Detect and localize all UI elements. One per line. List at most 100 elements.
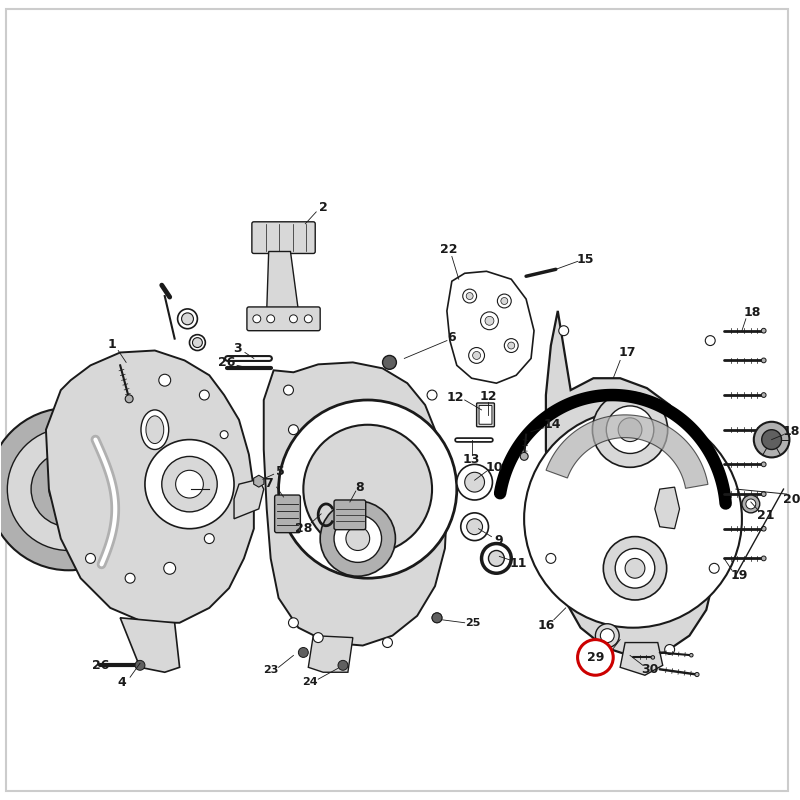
Circle shape	[320, 501, 395, 576]
Circle shape	[462, 289, 477, 303]
Circle shape	[762, 427, 766, 432]
Circle shape	[266, 315, 274, 322]
Circle shape	[199, 390, 210, 400]
Circle shape	[742, 495, 760, 513]
Circle shape	[303, 425, 432, 554]
Polygon shape	[234, 479, 264, 519]
Circle shape	[162, 457, 218, 512]
Circle shape	[135, 660, 145, 670]
Circle shape	[520, 452, 528, 460]
Text: 11: 11	[510, 557, 527, 570]
Circle shape	[59, 479, 78, 499]
Text: 24: 24	[302, 677, 318, 687]
Text: 12: 12	[447, 390, 465, 403]
Text: 29: 29	[586, 651, 604, 664]
Text: 18: 18	[743, 306, 761, 319]
Circle shape	[546, 554, 556, 563]
Polygon shape	[546, 415, 708, 488]
Text: 15: 15	[577, 253, 594, 266]
Circle shape	[145, 440, 234, 529]
Circle shape	[746, 499, 756, 509]
Circle shape	[289, 618, 298, 628]
Circle shape	[461, 513, 489, 541]
Circle shape	[606, 406, 654, 454]
Circle shape	[524, 410, 742, 628]
Text: 16: 16	[538, 619, 554, 632]
Circle shape	[278, 400, 457, 578]
Text: 12: 12	[480, 390, 498, 402]
FancyBboxPatch shape	[334, 500, 366, 530]
Circle shape	[466, 519, 482, 534]
FancyBboxPatch shape	[247, 307, 320, 330]
FancyBboxPatch shape	[477, 403, 494, 426]
Circle shape	[176, 470, 203, 498]
Text: 4: 4	[118, 676, 126, 689]
Circle shape	[125, 574, 135, 583]
Circle shape	[762, 393, 766, 398]
Circle shape	[762, 492, 766, 497]
Polygon shape	[546, 311, 714, 658]
Circle shape	[501, 298, 508, 305]
Circle shape	[432, 613, 442, 622]
Polygon shape	[620, 642, 662, 675]
Circle shape	[382, 638, 393, 647]
Circle shape	[0, 408, 150, 570]
Circle shape	[498, 294, 511, 308]
FancyBboxPatch shape	[274, 495, 300, 533]
Polygon shape	[46, 350, 254, 622]
Circle shape	[762, 526, 766, 531]
Text: 28: 28	[294, 522, 312, 535]
Circle shape	[473, 351, 481, 359]
Circle shape	[485, 316, 494, 326]
Circle shape	[710, 563, 719, 574]
Circle shape	[600, 629, 614, 642]
Text: 6: 6	[447, 331, 456, 344]
Circle shape	[289, 425, 298, 434]
Circle shape	[31, 451, 106, 526]
Circle shape	[314, 633, 323, 642]
Circle shape	[595, 624, 619, 647]
Circle shape	[290, 315, 298, 322]
Circle shape	[457, 464, 493, 500]
Text: 30: 30	[641, 662, 658, 676]
Circle shape	[220, 430, 228, 438]
Circle shape	[204, 534, 214, 543]
Text: 26: 26	[218, 356, 236, 369]
Text: 14: 14	[543, 418, 561, 431]
Circle shape	[193, 338, 202, 347]
Circle shape	[489, 550, 504, 566]
Polygon shape	[308, 636, 353, 672]
Circle shape	[762, 358, 766, 362]
Text: 13: 13	[463, 453, 480, 466]
Text: 1: 1	[108, 338, 117, 351]
Circle shape	[762, 328, 766, 333]
Circle shape	[651, 656, 654, 659]
Circle shape	[695, 673, 699, 677]
Circle shape	[593, 392, 668, 467]
Circle shape	[481, 312, 498, 330]
Circle shape	[625, 558, 645, 578]
Circle shape	[125, 395, 133, 402]
Polygon shape	[254, 475, 264, 487]
Circle shape	[603, 537, 666, 600]
Circle shape	[178, 309, 198, 329]
Circle shape	[665, 645, 674, 654]
Circle shape	[182, 313, 194, 325]
Circle shape	[762, 556, 766, 561]
Text: 2: 2	[318, 202, 327, 214]
Circle shape	[190, 334, 206, 350]
Circle shape	[706, 336, 715, 346]
Circle shape	[586, 642, 595, 653]
Circle shape	[762, 430, 782, 450]
FancyBboxPatch shape	[252, 222, 315, 254]
Text: 9: 9	[494, 534, 502, 547]
Text: 22: 22	[440, 243, 458, 256]
Text: 26: 26	[92, 659, 109, 672]
Circle shape	[508, 342, 514, 349]
Circle shape	[558, 326, 569, 336]
Text: 23: 23	[263, 666, 278, 675]
Circle shape	[469, 347, 485, 363]
Polygon shape	[264, 362, 447, 646]
Text: 25: 25	[465, 618, 480, 628]
Circle shape	[578, 639, 614, 675]
